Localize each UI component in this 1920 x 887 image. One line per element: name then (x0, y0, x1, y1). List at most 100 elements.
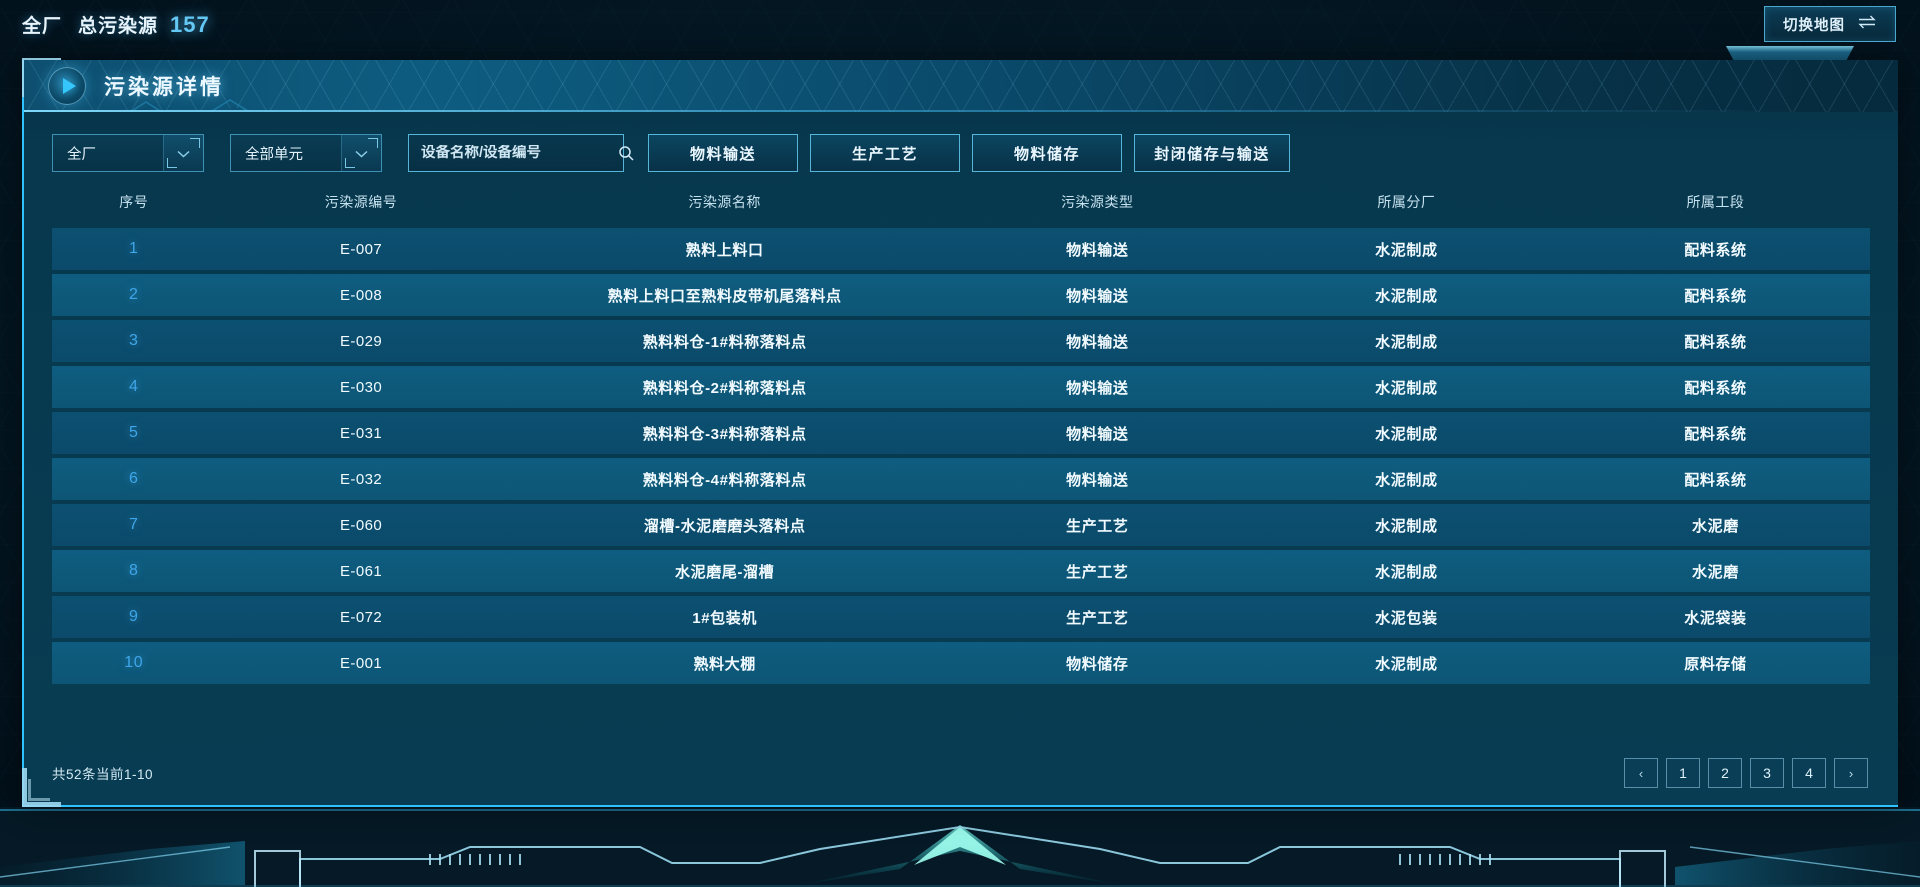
switch-map-label: 切换地图 (1783, 17, 1845, 34)
pagination-prev-button[interactable]: ‹ (1624, 758, 1658, 788)
cell-name: 熟料料仓-4#料称落料点 (642, 471, 807, 489)
record-count-text: 共52条当前1-10 (52, 767, 154, 782)
category-button-label: 封闭储存与输送 (1154, 145, 1270, 163)
table-header: 序号 污染源编号 污染源名称 污染源类型 所属分厂 所属工段 (52, 192, 1870, 224)
cell-index: 10 (124, 654, 144, 671)
cell-plant: 水泥制成 (1375, 241, 1438, 259)
filter-bar: 全厂 全部单元 (24, 112, 1898, 172)
pagination-page-4[interactable]: 4 (1792, 758, 1826, 788)
column-header-name: 污染源名称 (688, 194, 761, 210)
column-header-section: 所属工段 (1686, 194, 1745, 210)
table-row[interactable]: 2 E-008 熟料上料口至熟料皮带机尾落料点 物料输送 水泥制成 配料系统 (52, 274, 1870, 316)
cell-index: 7 (129, 516, 139, 533)
cell-section: 配料系统 (1684, 287, 1747, 305)
panel-header: 污染源详情 (24, 60, 1898, 112)
cell-code: E-001 (340, 654, 383, 672)
column-header-code: 污染源编号 (324, 194, 398, 210)
cell-index: 1 (129, 240, 139, 257)
cell-plant: 水泥制成 (1375, 379, 1438, 397)
pagination-page-2[interactable]: 2 (1708, 758, 1742, 788)
cell-name: 水泥磨尾-溜槽 (675, 563, 775, 581)
bottom-decoration (0, 807, 1920, 887)
table-header-row: 序号 污染源编号 污染源名称 污染源类型 所属分厂 所属工段 (52, 192, 1870, 224)
category-button-enclosed-storage-transport[interactable]: 封闭储存与输送 (1134, 134, 1290, 172)
plant-select-value: 全厂 (67, 146, 96, 163)
cell-type: 物料储存 (1066, 655, 1129, 673)
category-button-label: 物料储存 (1013, 145, 1080, 163)
cell-index: 3 (129, 332, 139, 349)
switch-map-button[interactable]: 切换地图 (1764, 6, 1896, 42)
category-button-production-process[interactable]: 生产工艺 (810, 134, 960, 172)
cell-section: 水泥磨 (1692, 517, 1739, 535)
category-button-material-storage[interactable]: 物料储存 (972, 134, 1122, 172)
unit-select[interactable]: 全部单元 (230, 134, 382, 172)
cell-name: 溜槽-水泥磨磨头落料点 (643, 517, 806, 535)
column-header-plant: 所属分厂 (1377, 194, 1436, 210)
cell-plant: 水泥制成 (1375, 287, 1438, 305)
cell-type: 生产工艺 (1066, 563, 1129, 581)
cell-index: 6 (129, 470, 139, 487)
cell-code: E-061 (340, 562, 383, 580)
cell-type: 生产工艺 (1066, 517, 1129, 535)
cell-type: 物料输送 (1066, 471, 1129, 489)
category-button-material-transport[interactable]: 物料输送 (648, 134, 798, 172)
table-row[interactable]: 7 E-060 溜槽-水泥磨磨头落料点 生产工艺 水泥制成 水泥磨 (52, 504, 1870, 546)
pagination-page-3[interactable]: 3 (1750, 758, 1784, 788)
table-row[interactable]: 6 E-032 熟料料仓-4#料称落料点 物料输送 水泥制成 配料系统 (52, 458, 1870, 500)
table-row[interactable]: 8 E-061 水泥磨尾-溜槽 生产工艺 水泥制成 水泥磨 (52, 550, 1870, 592)
pagination: ‹ 1 2 3 4 › (1624, 758, 1868, 788)
column-header-type: 污染源类型 (1061, 194, 1134, 210)
cell-code: E-031 (340, 424, 383, 442)
chevron-down-icon (163, 135, 203, 171)
table-row[interactable]: 9 E-072 1#包装机 生产工艺 水泥包装 水泥袋装 (52, 596, 1870, 638)
cell-code: E-008 (340, 286, 383, 304)
category-button-label: 物料输送 (689, 145, 756, 163)
cell-section: 配料系统 (1684, 333, 1747, 351)
cell-section: 配料系统 (1684, 425, 1747, 443)
table-row[interactable]: 10 E-001 熟料大棚 物料储存 水泥制成 原料存储 (52, 642, 1870, 684)
pollution-source-detail-panel: 污染源详情 全厂 全部单元 (22, 58, 1898, 807)
cell-code: E-029 (340, 332, 383, 350)
cell-index: 2 (129, 286, 139, 303)
plant-scope-label: 全厂 (22, 15, 63, 37)
cell-name: 1#包装机 (692, 609, 757, 627)
cell-index: 5 (129, 424, 139, 441)
table-row[interactable]: 4 E-030 熟料料仓-2#料称落料点 物料输送 水泥制成 配料系统 (52, 366, 1870, 408)
cell-name: 熟料料仓-3#料称落料点 (642, 425, 807, 443)
cell-name: 熟料料仓-2#料称落料点 (642, 379, 807, 397)
table-footer: 共52条当前1-10 ‹ 1 2 3 4 › (24, 741, 1898, 805)
cell-code: E-032 (340, 470, 383, 488)
cell-type: 物料输送 (1066, 241, 1129, 259)
cell-code: E-060 (340, 516, 383, 534)
table-row[interactable]: 5 E-031 熟料料仓-3#料称落料点 物料输送 水泥制成 配料系统 (52, 412, 1870, 454)
pollution-source-table-wrap: 序号 污染源编号 污染源名称 污染源类型 所属分厂 所属工段 1 E-007 熟料上… (24, 188, 1898, 688)
total-pollution-source-label: 总污染源 (78, 15, 159, 37)
pollution-source-table: 序号 污染源编号 污染源名称 污染源类型 所属分厂 所属工段 1 E-007 熟料上… (52, 188, 1870, 688)
pagination-page-1[interactable]: 1 (1666, 758, 1700, 788)
play-triangle-icon (48, 67, 86, 105)
cell-code: E-007 (340, 240, 383, 258)
panel-corner-bracket (28, 779, 50, 801)
cell-plant: 水泥制成 (1375, 471, 1438, 489)
pagination-next-button[interactable]: › (1834, 758, 1868, 788)
cell-plant: 水泥制成 (1375, 563, 1438, 581)
cell-index: 8 (129, 562, 139, 579)
panel-title: 污染源详情 (104, 76, 224, 99)
cell-section: 配料系统 (1684, 241, 1747, 259)
search-box[interactable] (408, 134, 634, 172)
cell-name: 熟料上料口 (685, 241, 764, 259)
plant-select[interactable]: 全厂 (52, 134, 204, 172)
cell-name: 熟料大棚 (693, 655, 756, 673)
cell-plant: 水泥制成 (1375, 333, 1438, 351)
panel-header-hex-texture (24, 60, 1898, 112)
search-input[interactable] (421, 145, 618, 161)
total-pollution-source-value: 157 (170, 11, 210, 37)
unit-select-value: 全部单元 (245, 146, 303, 163)
cell-section: 水泥袋装 (1684, 609, 1747, 627)
chevron-down-icon (341, 135, 381, 171)
table-row[interactable]: 1 E-007 熟料上料口 物料输送 水泥制成 配料系统 (52, 228, 1870, 270)
cell-name: 熟料料仓-1#料称落料点 (642, 333, 807, 351)
table-row[interactable]: 3 E-029 熟料料仓-1#料称落料点 物料输送 水泥制成 配料系统 (52, 320, 1870, 362)
cell-plant: 水泥制成 (1375, 517, 1438, 535)
search-icon[interactable] (618, 145, 634, 161)
